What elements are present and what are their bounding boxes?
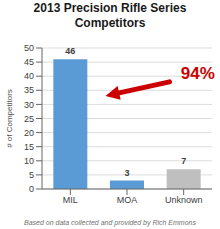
svg-text:20: 20 [24,128,34,138]
svg-text:5: 5 [29,170,34,180]
svg-text:35: 35 [24,85,34,95]
svg-text:10: 10 [24,156,34,166]
svg-text:45: 45 [24,57,34,67]
html-text:2013 Precision Rifle Series: 2013 Precision Rifle Series [33,1,187,15]
svg-text:15: 15 [24,142,34,152]
svg-text:Unknown: Unknown [165,195,203,205]
svg-text:# of Competitors: # of Competitors [8,89,14,148]
svg-text:25: 25 [24,114,34,124]
svg-text:30: 30 [24,100,34,110]
svg-text:7: 7 [181,156,186,166]
svg-text:3: 3 [124,168,129,178]
html-text:Competitors: Competitors [74,16,146,30]
svg-text:94%: 94% [181,64,212,83]
svg-text:40: 40 [24,71,34,81]
svg-text:0: 0 [29,184,34,194]
html-text:Based on data collected and pr: Based on data collected and provided by … [24,219,196,226]
svg-text:MOA: MOA [117,195,138,205]
svg-text:46: 46 [65,46,75,56]
svg-text:50: 50 [24,43,34,53]
svg-text:MIL: MIL [63,195,78,205]
